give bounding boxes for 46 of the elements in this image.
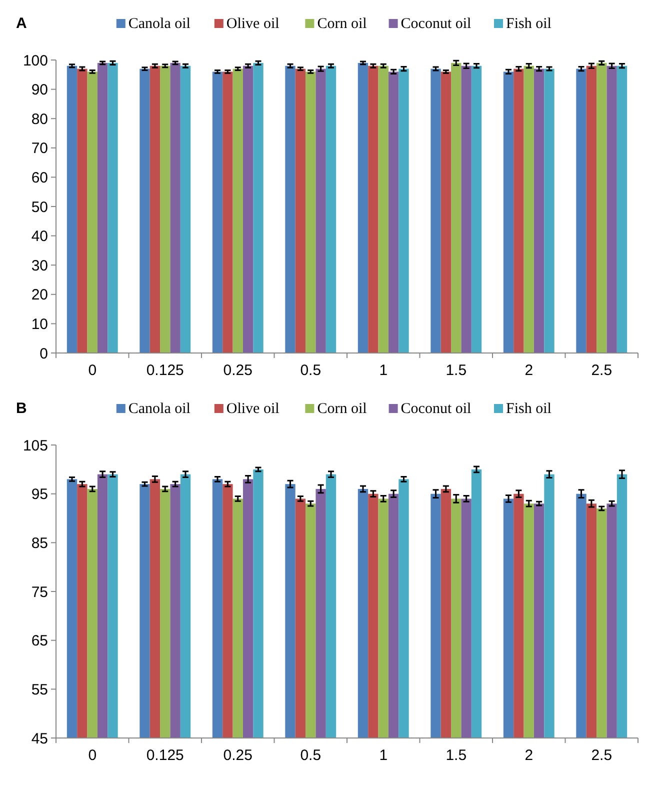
x-tick-label: 1.5: [446, 747, 467, 764]
chart-title: A: [16, 15, 27, 32]
x-tick-label: 0.5: [300, 747, 322, 764]
x-tick-label: 0.25: [223, 747, 252, 764]
y-tick-label: 80: [31, 110, 48, 128]
x-tick-label: 0: [88, 362, 97, 379]
x-tick-label: 0.125: [146, 362, 184, 379]
legend-label: Olive oil: [226, 401, 280, 417]
x-tick-label: 2.5: [591, 362, 612, 379]
y-tick-label: 60: [31, 169, 48, 186]
x-tick-label: 2: [524, 362, 534, 379]
y-tick-label: 40: [31, 228, 48, 246]
y-tick-label: 30: [31, 257, 48, 274]
y-tick-label: 0: [40, 345, 48, 362]
legend-label: Fish oil: [506, 401, 552, 417]
legend-label: Coconut oil: [400, 401, 472, 417]
x-tick-label: 1: [379, 747, 388, 764]
x-tick-label: 1.5: [446, 362, 467, 379]
y-tick-label: 95: [31, 486, 48, 504]
x-tick-label: 0.25: [223, 362, 252, 379]
y-tick-label: 65: [31, 632, 48, 650]
x-tick-label: 0: [88, 747, 97, 764]
x-tick-label: 0.125: [146, 747, 184, 764]
y-tick-label: 70: [31, 140, 48, 158]
legend-label: Fish oil: [506, 16, 552, 32]
legend-label: Corn oil: [317, 16, 367, 32]
x-tick-label: 2: [524, 747, 534, 764]
chart-title: B: [16, 400, 27, 417]
x-tick-label: 2.5: [591, 747, 612, 764]
y-tick-label: 55: [31, 681, 48, 698]
legend-label: Coconut oil: [400, 16, 472, 32]
x-tick-label: 0.5: [300, 362, 322, 379]
y-tick-label: 50: [31, 198, 48, 216]
legend-label: Canola oil: [128, 16, 190, 32]
y-tick-label: 10: [31, 316, 48, 333]
y-tick-label: 100: [22, 52, 48, 70]
y-tick-label: 90: [31, 82, 48, 99]
y-tick-label: 45: [31, 730, 48, 748]
y-tick-label: 20: [31, 286, 48, 304]
legend-label: Olive oil: [226, 16, 280, 32]
y-tick-label: 85: [31, 534, 48, 552]
y-tick-label: 105: [22, 437, 48, 454]
y-tick-label: 75: [31, 584, 48, 601]
x-tick-label: 1: [379, 362, 388, 379]
legend-label: Canola oil: [128, 401, 190, 417]
legend-label: Corn oil: [317, 401, 367, 417]
